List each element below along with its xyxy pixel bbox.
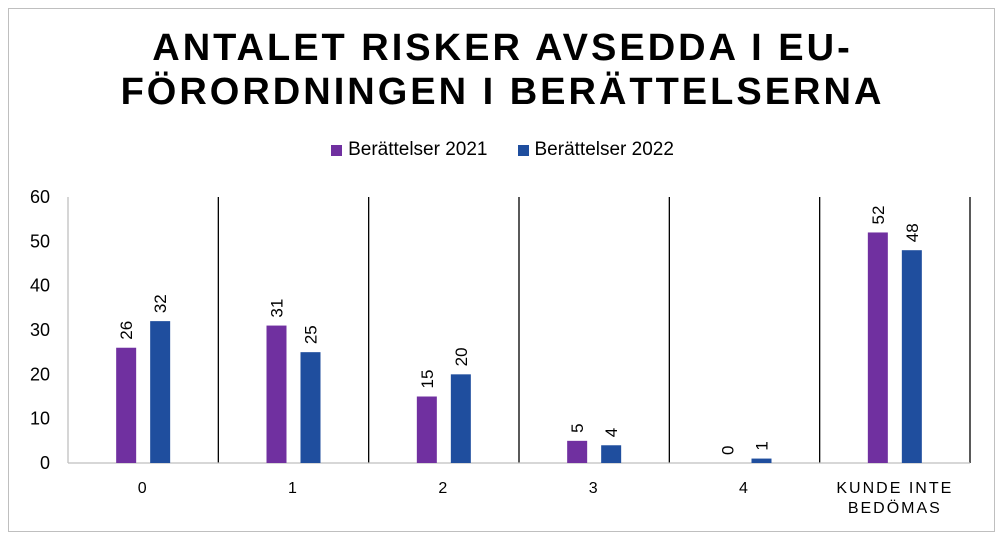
data-label: 1 [753,441,772,450]
y-tick-label: 10 [30,409,50,429]
y-tick-label: 0 [40,453,50,473]
data-label: 15 [418,370,437,389]
x-category-label: 3 [589,480,600,497]
y-tick-label: 50 [30,231,50,251]
data-label: 5 [568,423,587,432]
bar-2022 [451,374,471,463]
y-tick-label: 60 [30,187,50,207]
x-category-label: KUNDE INTE [836,480,953,497]
x-category-label: 4 [739,480,750,497]
y-tick-label: 40 [30,276,50,296]
bar-2022 [902,250,922,463]
bar-2021 [868,232,888,463]
data-label: 48 [903,223,922,242]
x-category-label: 0 [138,480,149,497]
bar-2021 [417,397,437,464]
y-tick-label: 20 [30,364,50,384]
x-category-label: BEDÖMAS [848,499,942,517]
bar-2021 [567,441,587,463]
x-category-label: 2 [438,480,449,497]
bar-2022 [150,321,170,463]
data-label: 25 [302,325,321,344]
x-category-label: 1 [288,480,299,497]
bar-2021 [116,348,136,463]
data-label: 4 [602,428,621,437]
data-label: 0 [719,446,738,455]
data-label: 32 [151,294,170,313]
data-label: 52 [869,206,888,225]
data-label: 20 [452,347,471,366]
bar-2021 [267,326,287,463]
data-label: 31 [268,299,287,318]
bar-2022 [601,445,621,463]
bar-2022 [301,352,321,463]
bar-2022 [752,459,772,463]
y-tick-label: 30 [30,320,50,340]
data-label: 26 [117,321,136,340]
